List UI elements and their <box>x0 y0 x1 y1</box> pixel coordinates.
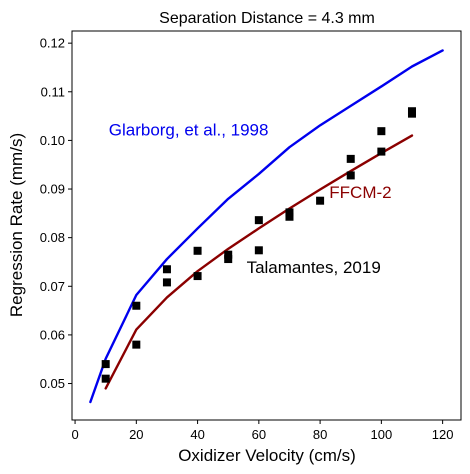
data-point-marker <box>285 212 294 221</box>
data-point-marker <box>377 147 386 156</box>
y-tick-label: 0.06 <box>40 327 65 342</box>
data-point-marker <box>132 301 141 310</box>
y-tick-label: 0.12 <box>40 36 65 51</box>
data-point-marker <box>224 250 233 259</box>
y-axis-ticks: 0.05 0.06 0.07 0.08 0.09 0.10 0.11 0.12 <box>40 36 72 391</box>
data-point-marker <box>193 272 202 281</box>
x-tick-label: 80 <box>313 427 327 442</box>
data-point-marker <box>162 278 171 287</box>
x-tick-label: 60 <box>252 427 266 442</box>
x-tick-label: 100 <box>371 427 393 442</box>
x-tick-label: 0 <box>71 427 78 442</box>
data-point-marker <box>316 196 325 205</box>
y-tick-label: 0.08 <box>40 230 65 245</box>
x-tick-label: 120 <box>432 427 454 442</box>
data-point-marker <box>407 109 416 118</box>
data-point-marker <box>254 216 263 225</box>
data-point-marker <box>254 246 263 255</box>
data-point-marker <box>193 246 202 255</box>
axes-frame <box>71 30 462 421</box>
x-tick-label: 40 <box>190 427 204 442</box>
data-point-marker <box>101 360 110 369</box>
x-tick-label: 20 <box>129 427 143 442</box>
x-axis-title: Oxidizer Velocity (cm/s) <box>178 446 356 465</box>
data-point-marker <box>346 154 355 163</box>
data-point-marker <box>377 127 386 136</box>
y-tick-label: 0.11 <box>41 84 65 99</box>
data-point-marker <box>101 374 110 383</box>
marker-layer <box>101 107 416 383</box>
data-point-marker <box>224 255 233 264</box>
y-tick-label: 0.05 <box>40 376 65 391</box>
y-axis-title: Regression Rate (mm/s) <box>7 133 26 317</box>
y-tick-label: 0.10 <box>40 133 65 148</box>
data-point-marker <box>285 208 294 217</box>
data-point-marker <box>132 340 141 349</box>
chart-title: Separation Distance = 4.3 mm <box>159 10 375 27</box>
y-tick-label: 0.09 <box>40 182 65 197</box>
annotation-layer: Glarborg, et al., 1998 FFCM-2 Talamantes, … <box>109 121 392 278</box>
data-point-marker <box>162 265 171 274</box>
annotation-1: FFCM-2 <box>329 183 391 202</box>
data-point-marker <box>346 171 355 180</box>
series-layer <box>89 49 444 404</box>
series-line-1 <box>104 134 414 390</box>
y-tick-label: 0.07 <box>40 279 65 294</box>
series-line-0 <box>89 49 444 404</box>
x-axis-ticks: 0 20 40 60 80 100 120 <box>71 420 453 442</box>
annotation-2: Talamantes, 2019 <box>247 258 381 277</box>
annotation-0: Glarborg, et al., 1998 <box>109 121 269 140</box>
